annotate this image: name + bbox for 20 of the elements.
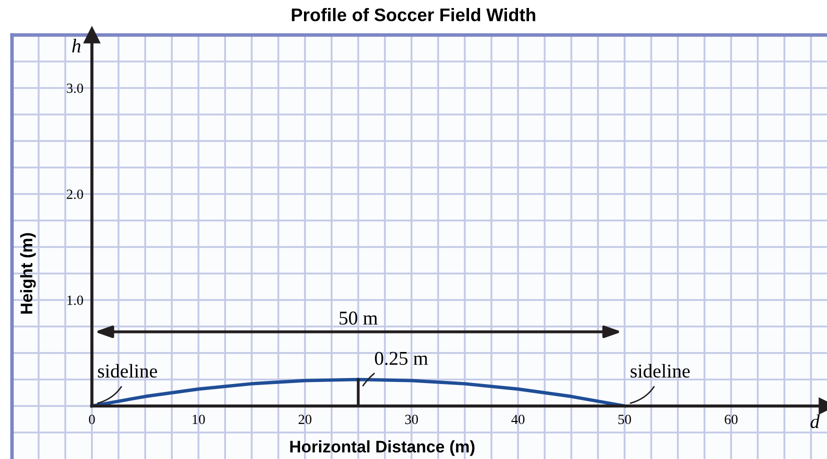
- x-tick-label: 40: [511, 414, 524, 424]
- y-tick-label: 1.0: [67, 296, 84, 306]
- x-tick-label: 50: [618, 414, 631, 424]
- chart-title: Profile of Soccer Field Width: [292, 8, 536, 22]
- y-tick-label: 3.0: [66, 84, 84, 94]
- x-tick-label: 20: [298, 414, 312, 424]
- annotation: sideline: [98, 364, 158, 378]
- x-tick-label: 60: [724, 414, 738, 424]
- line-series: [90, 378, 626, 408]
- x-tick-label: 10: [192, 414, 205, 424]
- annotation: d: [810, 414, 820, 428]
- y-tick-label: 2.0: [66, 190, 84, 200]
- y-axis-title: Height (m): [20, 233, 36, 314]
- x-tick-label: 0: [88, 414, 95, 424]
- annotation: sideline: [630, 364, 690, 378]
- x-axis-title: Horizontal Distance (m): [290, 440, 474, 456]
- x-tick-label: 30: [405, 414, 418, 424]
- annotation: h: [72, 38, 80, 52]
- annotation: 0.25 m: [374, 352, 428, 366]
- annotation: 50 m: [340, 312, 378, 325]
